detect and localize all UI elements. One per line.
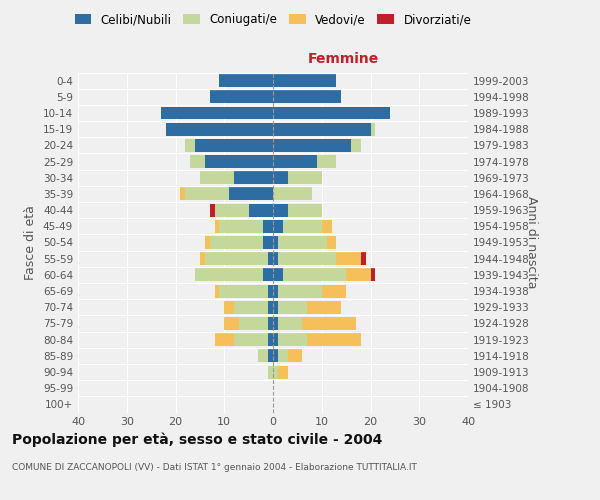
Bar [278, 284, 322, 298]
Bar [205, 236, 209, 249]
Bar [263, 236, 273, 249]
Bar [273, 350, 278, 362]
Bar [195, 139, 273, 152]
Bar [268, 301, 273, 314]
Bar [278, 317, 302, 330]
Bar [278, 350, 287, 362]
Bar [263, 220, 273, 233]
Bar [273, 106, 390, 120]
Bar [220, 284, 268, 298]
Bar [326, 236, 337, 249]
Legend: Celibi/Nubili, Coniugati/e, Vedovi/e, Divorziati/e: Celibi/Nubili, Coniugati/e, Vedovi/e, Di… [70, 8, 476, 31]
Bar [273, 220, 283, 233]
Bar [371, 268, 376, 281]
Bar [346, 268, 371, 281]
Bar [268, 350, 273, 362]
Bar [220, 74, 273, 87]
Bar [273, 188, 312, 200]
Bar [234, 301, 268, 314]
Bar [209, 204, 215, 216]
Bar [273, 252, 278, 265]
Bar [185, 188, 229, 200]
Y-axis label: Fasce di età: Fasce di età [25, 205, 37, 280]
Bar [273, 122, 371, 136]
Bar [322, 284, 346, 298]
Bar [283, 220, 322, 233]
Bar [273, 366, 278, 378]
Bar [307, 301, 341, 314]
Bar [209, 90, 273, 104]
Bar [220, 220, 263, 233]
Bar [278, 366, 287, 378]
Bar [234, 172, 273, 184]
Bar [351, 139, 361, 152]
Bar [268, 252, 273, 265]
Bar [209, 236, 263, 249]
Bar [273, 236, 278, 249]
Bar [161, 106, 273, 120]
Bar [215, 333, 234, 346]
Bar [268, 333, 273, 346]
Bar [224, 301, 234, 314]
Bar [273, 155, 317, 168]
Bar [317, 155, 337, 168]
Y-axis label: Anni di nascita: Anni di nascita [525, 196, 538, 288]
Bar [371, 122, 376, 136]
Text: Femmine: Femmine [308, 52, 379, 66]
Bar [205, 252, 268, 265]
Bar [278, 301, 307, 314]
Bar [234, 333, 268, 346]
Bar [278, 252, 337, 265]
Bar [273, 333, 278, 346]
Bar [215, 284, 220, 298]
Bar [190, 155, 205, 168]
Bar [273, 317, 278, 330]
Bar [229, 188, 273, 200]
Bar [259, 350, 268, 362]
Bar [273, 284, 278, 298]
Bar [273, 139, 351, 152]
Bar [268, 366, 273, 378]
Bar [263, 268, 273, 281]
Bar [287, 172, 322, 184]
Bar [273, 268, 283, 281]
Bar [224, 317, 239, 330]
Bar [239, 317, 268, 330]
Bar [195, 268, 263, 281]
Bar [248, 204, 273, 216]
Bar [361, 252, 365, 265]
Bar [322, 220, 331, 233]
Bar [273, 172, 287, 184]
Bar [302, 317, 356, 330]
Bar [287, 204, 322, 216]
Bar [273, 74, 337, 87]
Bar [185, 139, 195, 152]
Bar [307, 333, 361, 346]
Bar [200, 252, 205, 265]
Bar [273, 301, 278, 314]
Bar [278, 333, 307, 346]
Bar [287, 350, 302, 362]
Bar [273, 204, 287, 216]
Bar [215, 204, 248, 216]
Bar [200, 172, 234, 184]
Text: Popolazione per età, sesso e stato civile - 2004: Popolazione per età, sesso e stato civil… [12, 432, 382, 447]
Bar [273, 90, 341, 104]
Bar [181, 188, 185, 200]
Text: COMUNE DI ZACCANOPOLI (VV) - Dati ISTAT 1° gennaio 2004 - Elaborazione TUTTITALI: COMUNE DI ZACCANOPOLI (VV) - Dati ISTAT … [12, 462, 417, 471]
Bar [337, 252, 361, 265]
Bar [268, 317, 273, 330]
Bar [166, 122, 273, 136]
Bar [283, 268, 346, 281]
Bar [278, 236, 326, 249]
Bar [215, 220, 220, 233]
Bar [205, 155, 273, 168]
Bar [268, 284, 273, 298]
